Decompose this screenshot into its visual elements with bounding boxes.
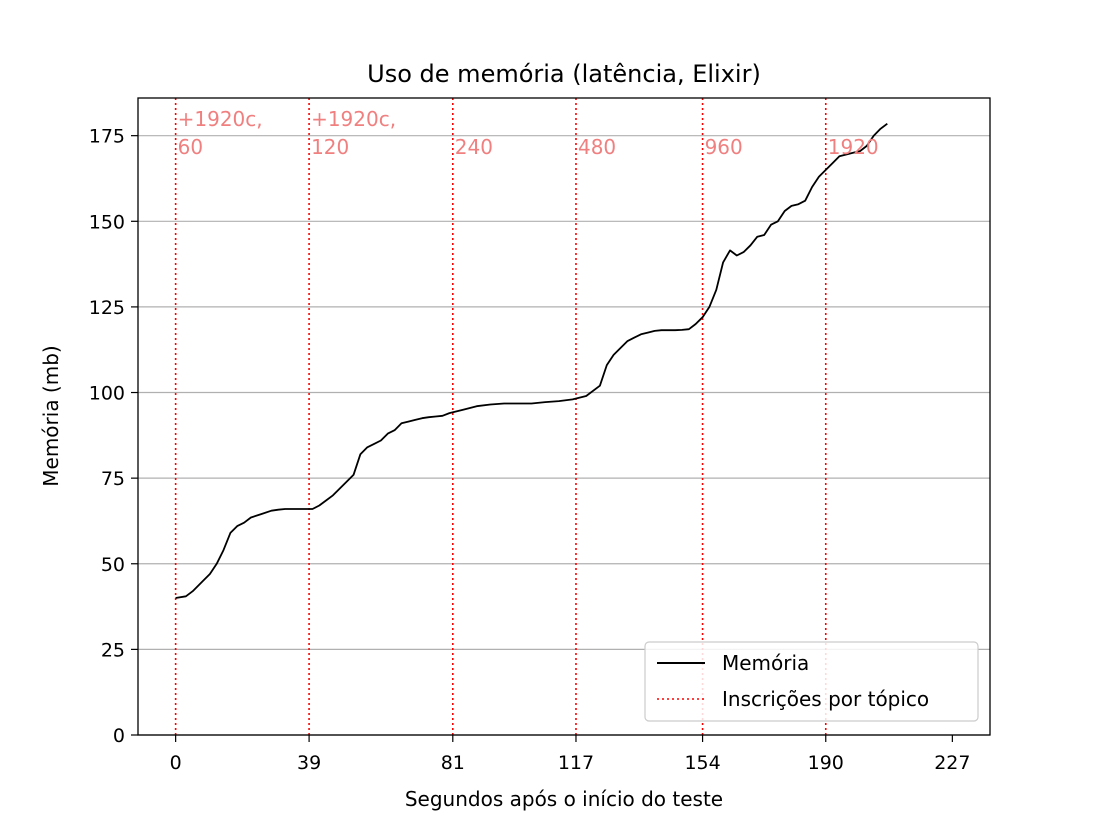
series — [175, 122, 888, 599]
legend-box — [644, 641, 979, 722]
marker-annotation-2: 240 — [455, 135, 493, 159]
marker-annotations: +1920c, 60 +1920c, 120 240 480 960 1920 — [178, 107, 879, 159]
x-tick-label-0: 0 — [170, 752, 182, 774]
legend-label-markers: Inscrições por tópico — [722, 687, 929, 711]
marker-lines — [174, 98, 827, 735]
x-tick-label-5: 190 — [808, 752, 844, 774]
marker-annotation-1: +1920c, 120 — [311, 107, 396, 159]
y-tick-label-3: 75 — [101, 468, 125, 490]
y-tick-label-4: 100 — [89, 383, 125, 405]
ticks: 0 25 50 75 100 125 150 175 0 39 81 117 154 190 227 — [89, 126, 971, 774]
x-tick-label-3: 117 — [558, 752, 594, 774]
legend: Memória Inscrições por tópico — [644, 641, 979, 722]
y-tick-label-0: 0 — [113, 725, 125, 747]
series-line-memory — [175, 122, 888, 599]
y-tick-label-2: 50 — [101, 554, 125, 576]
chart-title: Uso de memória (latência, Elixir) — [367, 60, 761, 88]
x-tick-label-6: 227 — [934, 752, 970, 774]
legend-label-memory: Memória — [722, 651, 809, 675]
y-tick-label-5: 125 — [89, 297, 125, 319]
marker-annotation-5: 1920 — [828, 135, 879, 159]
y-tick-label-1: 25 — [101, 639, 125, 661]
y-tick-label-6: 150 — [89, 211, 125, 233]
x-tick-label-1: 39 — [297, 752, 321, 774]
x-tick-label-2: 81 — [441, 752, 465, 774]
marker-annotation-3: 480 — [578, 135, 616, 159]
marker-annotation-4: 960 — [705, 135, 743, 159]
marker-annotation-0: +1920c, 60 — [178, 107, 263, 159]
x-tick-label-4: 154 — [684, 752, 720, 774]
y-tick-label-7: 175 — [89, 126, 125, 148]
y-axis-label: Memória (mb) — [39, 345, 63, 486]
plot-frame — [137, 97, 991, 736]
x-axis-label: Segundos após o início do teste — [405, 787, 723, 811]
